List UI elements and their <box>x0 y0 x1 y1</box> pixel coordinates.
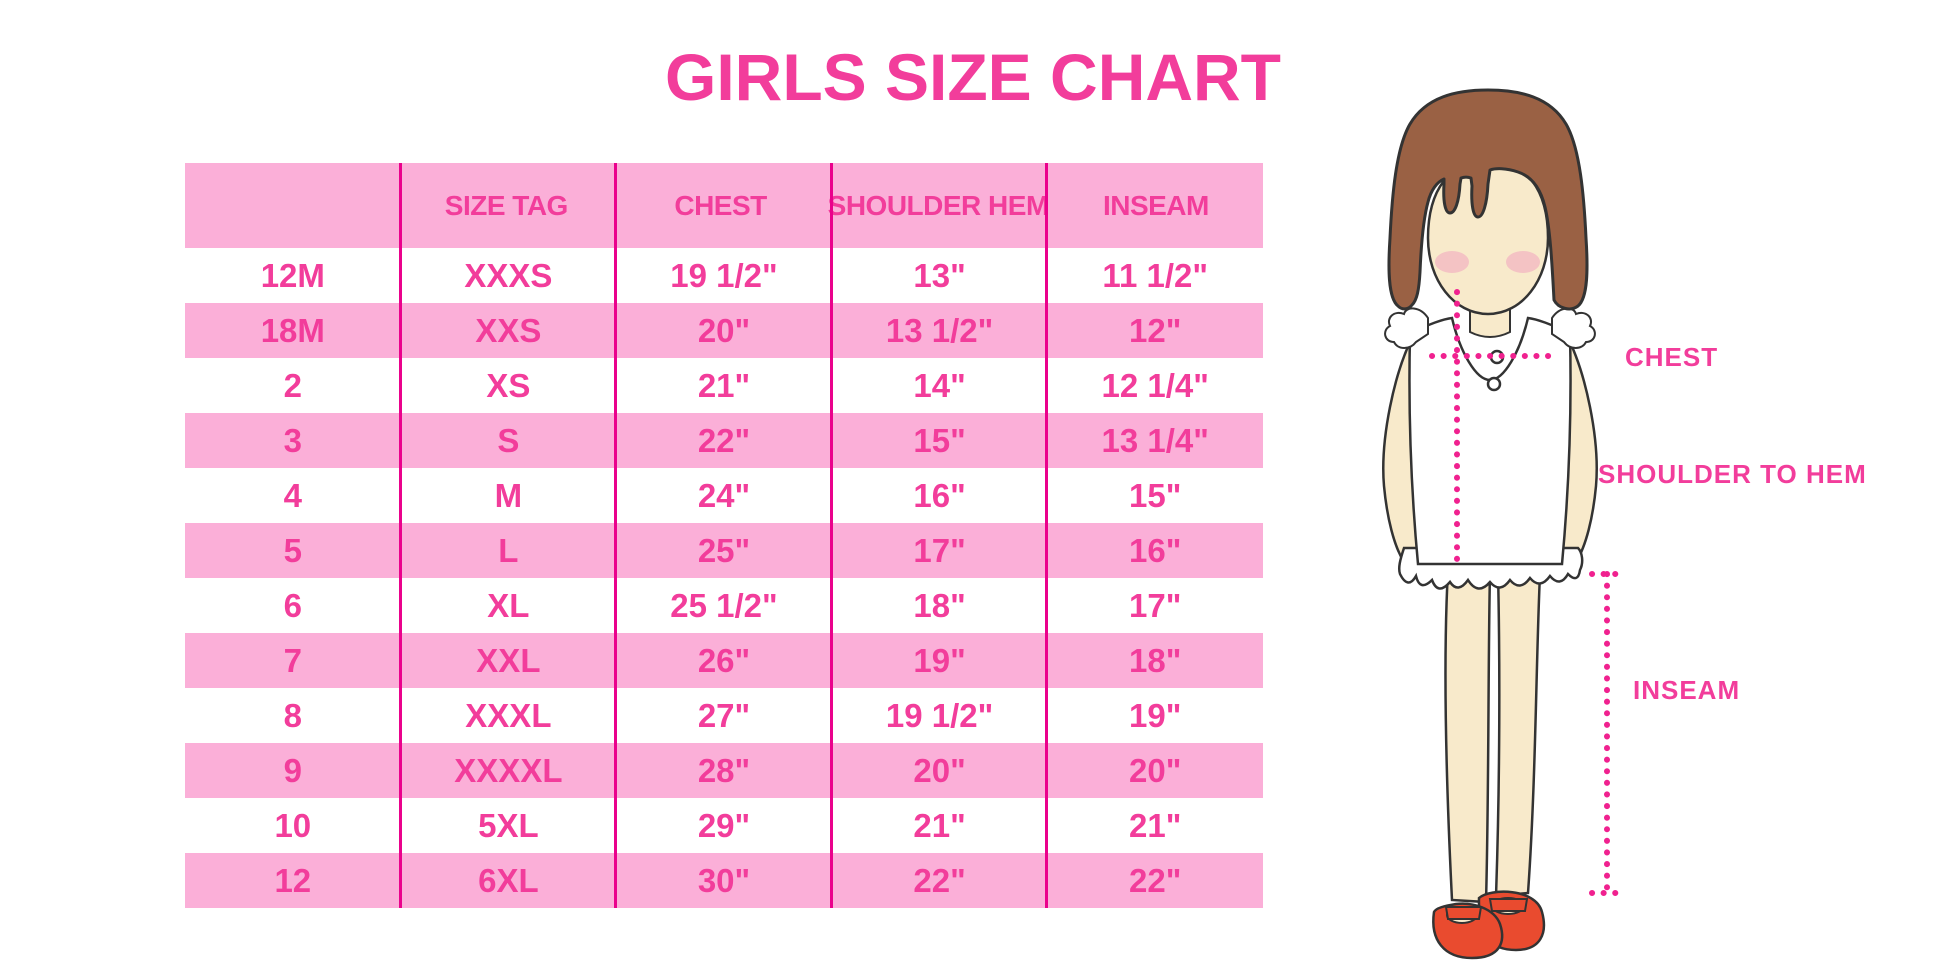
column-header-inseam: INSEAM <box>1102 189 1209 221</box>
table-row: 9 XXXXL 28" 20" 20" <box>185 743 1263 798</box>
table-cell-inseam: 12 1/4" <box>1101 366 1209 404</box>
table-cell-size-tag: S <box>497 421 520 459</box>
table-cell-size: 12M <box>260 256 325 294</box>
girl-shoe-left <box>1432 902 1504 960</box>
cheek-blush <box>1435 251 1469 273</box>
table-row: 12 6XL 30" 22" 22" <box>185 853 1263 908</box>
cheek-blush <box>1506 251 1540 273</box>
shoulder-to-hem-label: SHOULDER TO HEM <box>1598 459 1867 489</box>
table-cell-shoulder-hem: 20" <box>913 751 966 789</box>
table-cell-shoulder-hem: 19" <box>913 641 966 679</box>
table-row: 6 XL 25 1/2" 18" 17" <box>185 578 1263 633</box>
table-cell-chest: 30" <box>697 861 751 899</box>
table-cell-size: 18M <box>260 311 325 349</box>
table-cell-size-tag: 6XL <box>478 861 539 899</box>
table-cell-size: 5 <box>283 531 302 569</box>
girl-leg-left <box>1444 568 1492 904</box>
table-row: 10 5XL 29" 21" 21" <box>185 798 1263 853</box>
table-cell-size-tag: XS <box>486 366 531 404</box>
table-cell-chest: 19 1/2" <box>670 256 778 294</box>
table-row: 7 XXL 26" 19" 18" <box>185 633 1263 688</box>
table-cell-size: 9 <box>283 751 302 789</box>
table-cell-inseam: 21" <box>1129 806 1182 844</box>
table-row: 8 XXXL 27" 19 1/2" 19" <box>185 688 1263 743</box>
girl-measurement-illustration: CHEST SHOULDER TO HEM INSEAM <box>1382 88 1867 960</box>
column-divider <box>398 163 402 908</box>
table-cell-size: 10 <box>274 806 312 844</box>
table-cell-shoulder-hem: 15" <box>913 421 966 459</box>
table-cell-inseam: 22" <box>1129 861 1182 899</box>
table-cell-inseam: 15" <box>1129 476 1182 514</box>
table-cell-size-tag: L <box>498 531 519 569</box>
table-cell-size: 2 <box>283 366 302 404</box>
table-cell-size-tag: XL <box>487 586 530 624</box>
column-header-size-tag: SIZE TAG <box>444 189 569 221</box>
table-cell-inseam: 13 1/4" <box>1101 421 1209 459</box>
girl-leg-right <box>1494 570 1542 898</box>
table-cell-inseam: 17" <box>1129 586 1182 624</box>
table-cell-shoulder-hem: 13 1/2" <box>885 311 994 349</box>
table-row: 12M XXXS 19 1/2" 13" 11 1/2" <box>185 248 1263 303</box>
table-cell-shoulder-hem: 22" <box>913 861 966 899</box>
table-cell-size-tag: XXS <box>475 311 542 349</box>
table-cell-chest: 28" <box>697 751 751 789</box>
table-cell-shoulder-hem: 21" <box>913 806 966 844</box>
table-cell-size-tag: XXXL <box>465 696 552 734</box>
table-header-row: SIZE TAG CHEST SHOULDER HEM INSEAM <box>185 163 1263 248</box>
table-cell-shoulder-hem: 13" <box>913 256 966 294</box>
table-cell-chest: 25" <box>697 531 751 569</box>
table-cell-size-tag: XXXS <box>464 256 553 294</box>
column-divider <box>829 163 833 908</box>
table-cell-inseam: 19" <box>1129 696 1182 734</box>
column-divider <box>1045 163 1049 908</box>
table-cell-shoulder-hem: 16" <box>913 476 966 514</box>
girl-top-button <box>1486 376 1502 392</box>
table-cell-inseam: 12" <box>1129 311 1182 349</box>
table-cell-inseam: 20" <box>1129 751 1182 789</box>
column-header-shoulder-hem: SHOULDER HEM <box>827 189 1050 221</box>
table-cell-shoulder-hem: 18" <box>913 586 966 624</box>
table-row: 4 M 24" 16" 15" <box>185 468 1263 523</box>
table-cell-inseam: 11 1/2" <box>1102 256 1208 294</box>
size-table-body: 12M XXXS 19 1/2" 13" 11 1/2" 18M XXS 20" 13 1/2"… <box>185 248 1263 908</box>
table-cell-size: 3 <box>283 421 302 459</box>
table-cell-size: 12 <box>274 861 312 899</box>
page-title: GIRLS SIZE CHART <box>664 40 1281 114</box>
table-cell-shoulder-hem: 19 1/2" <box>885 696 994 734</box>
table-cell-size-tag: 5XL <box>478 806 539 844</box>
girl-hair <box>1387 88 1589 311</box>
table-cell-size: 8 <box>283 696 302 734</box>
chest-label: CHEST <box>1625 342 1718 372</box>
table-row: 5 L 25" 17" 16" <box>185 523 1263 578</box>
table-cell-size-tag: M <box>494 476 523 514</box>
inseam-label: INSEAM <box>1633 675 1740 705</box>
table-cell-chest: 25 1/2" <box>670 586 778 624</box>
table-cell-shoulder-hem: 14" <box>913 366 966 404</box>
table-cell-size: 4 <box>283 476 302 514</box>
table-cell-chest: 29" <box>697 806 751 844</box>
table-row: 18M XXS 20" 13 1/2" 12" <box>185 303 1263 358</box>
column-header-blank <box>185 163 399 248</box>
table-cell-inseam: 16" <box>1129 531 1182 569</box>
column-divider <box>614 163 618 908</box>
table-cell-size: 7 <box>283 641 302 679</box>
table-cell-chest: 20" <box>697 311 751 349</box>
table-cell-size-tag: XXL <box>476 641 541 679</box>
table-cell-chest: 22" <box>697 421 751 459</box>
table-row: 3 S 22" 15" 13 1/4" <box>185 413 1263 468</box>
table-cell-chest: 24" <box>697 476 751 514</box>
table-cell-shoulder-hem: 17" <box>913 531 966 569</box>
table-cell-inseam: 18" <box>1129 641 1182 679</box>
size-table: SIZE TAG CHEST SHOULDER HEM INSEAM 12M XX… <box>185 163 1263 908</box>
column-header-chest: CHEST <box>674 189 767 221</box>
table-cell-size: 6 <box>283 586 302 624</box>
table-cell-chest: 27" <box>697 696 751 734</box>
table-cell-size-tag: XXXXL <box>454 751 563 789</box>
table-cell-chest: 26" <box>697 641 751 679</box>
table-row: 2 XS 21" 14" 12 1/4" <box>185 358 1263 413</box>
table-cell-chest: 21" <box>697 366 751 404</box>
